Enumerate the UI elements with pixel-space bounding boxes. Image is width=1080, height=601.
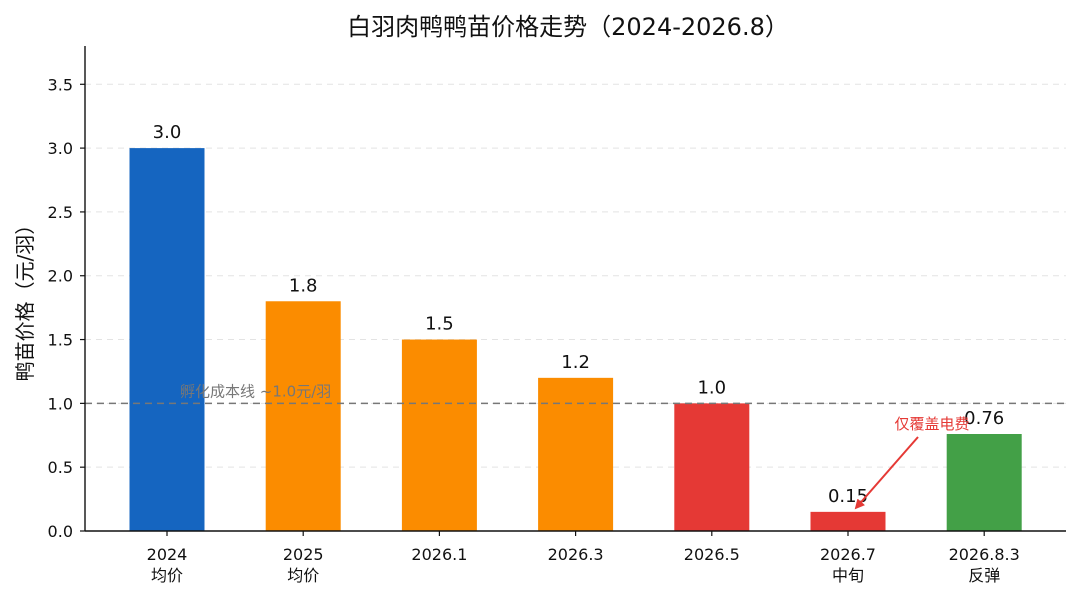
bar: [401, 339, 477, 531]
y-tick-label: 3.5: [48, 75, 73, 94]
value-label: 1.5: [425, 314, 454, 335]
y-tick-label: 1.0: [48, 394, 73, 413]
x-tick-label: 均价: [151, 566, 183, 585]
x-tick-label: 均价: [287, 566, 319, 585]
x-tick-label: 2026.8.3: [949, 545, 1020, 564]
x-tick-label: 2024: [147, 545, 188, 564]
bar: [946, 434, 1022, 531]
x-tick-label: 2025: [283, 545, 324, 564]
chart-title: 白羽肉鸭鸭苗价格走势（2024-2026.8）: [347, 13, 789, 41]
x-tick-label: 2026.7: [820, 545, 876, 564]
reference-line-label: 孵化成本线 ~1.0元/羽: [180, 382, 331, 400]
labels: 0.0 0.5 1.0 1.5 2.0 2.5 3.0 3.5 3.0 2024 均价 1.8 2025…: [48, 75, 1020, 585]
annotation-text: 仅覆盖电费: [894, 415, 969, 433]
x-tick-label: 2026.5: [684, 545, 740, 564]
bar: [674, 403, 750, 531]
bars: [129, 148, 1022, 531]
bar: [810, 511, 886, 531]
value-label: 1.0: [697, 377, 726, 398]
x-tick-label: 反弹: [968, 566, 1000, 585]
y-tick-label: 2.0: [48, 267, 73, 286]
y-tick-label: 1.5: [48, 331, 73, 350]
bar: [538, 377, 614, 531]
value-label: 0.76: [964, 408, 1004, 429]
value-label: 1.2: [561, 352, 590, 373]
bar: [265, 301, 341, 531]
value-label: 3.0: [153, 122, 182, 143]
annotation-arrow: [854, 436, 919, 510]
x-tick-label: 中旬: [832, 566, 864, 585]
bar: [129, 148, 205, 531]
value-label: 0.15: [828, 486, 868, 507]
x-tick-label: 2026.1: [411, 545, 467, 564]
y-tick-label: 3.0: [48, 139, 73, 158]
y-tick-label: 2.5: [48, 203, 73, 222]
y-axis-title: 鸭苗价格（元/羽）: [13, 215, 37, 382]
reference-line-group: 孵化成本线 ~1.0元/羽: [85, 382, 1066, 405]
y-tick-label: 0.5: [48, 458, 73, 477]
y-tick-label: 0.0: [48, 522, 73, 541]
axes: [80, 46, 1066, 536]
x-tick-label: 2026.3: [548, 545, 604, 564]
value-label: 1.8: [289, 275, 318, 296]
